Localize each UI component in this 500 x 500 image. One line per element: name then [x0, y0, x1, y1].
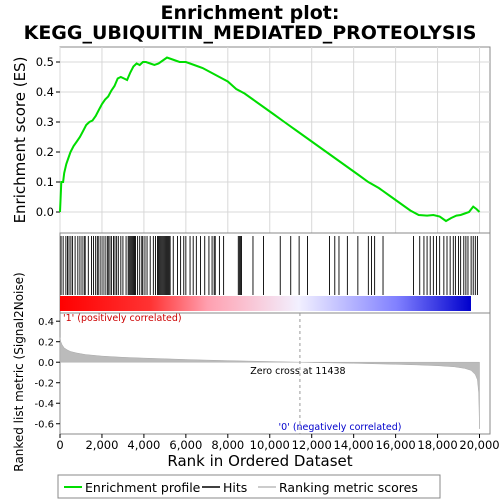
metric-panel-frame — [59, 312, 491, 435]
es-y-tick-label-5: 0.5 — [36, 55, 54, 69]
metric-y-tick-label-3: -0.2 — [34, 379, 54, 390]
chart-title-line-2: KEGG_UBIQUITIN_MEDIATED_PROTEOLYSIS — [24, 22, 477, 44]
x-tick-label-9: 18,000 — [417, 438, 457, 452]
x-tick-label-6: 12,000 — [292, 438, 332, 452]
legend-label-hits: Hits — [223, 480, 247, 495]
es-y-axis-label: Enrichment score (ES) — [11, 57, 29, 224]
x-axis: 0 2,000 4,000 6,000 8,000 10,000 12,000 14,000 1… — [56, 434, 500, 452]
x-tick-label-7: 14,000 — [334, 438, 374, 452]
legend-label-enrichment: Enrichment profile — [85, 480, 201, 495]
hits-panel — [59, 232, 491, 314]
es-y-tick-label-4: 0.4 — [36, 85, 54, 99]
ranking-metric-area — [59, 337, 480, 429]
metric-y-tick-label-0: 0.4 — [38, 317, 54, 328]
metric-y-tick-label-1: 0.2 — [38, 338, 54, 349]
legend-label-metric: Ranking metric scores — [279, 480, 418, 495]
metric-y-tick-label-4: -0.4 — [34, 399, 54, 410]
es-y-tick-label-3: 0.3 — [36, 115, 54, 129]
zero-cross-label: Zero cross at 11438 — [250, 366, 345, 377]
x-tick-label-3: 6,000 — [169, 438, 202, 452]
x-tick-label-4: 8,000 — [211, 438, 244, 452]
metric-y-axis-label: Ranked list metric (Signal2Noise) — [12, 272, 26, 471]
es-panel-frame — [59, 46, 491, 234]
x-tick-label-2: 4,000 — [127, 438, 160, 452]
x-tick-label-10: 20,000 — [459, 438, 499, 452]
metric-y-tick-label-2: 0.0 — [38, 358, 54, 369]
legend: Enrichment profile Hits Ranking metric s… — [57, 474, 441, 499]
es-y-tick-label-2: 0.2 — [36, 145, 54, 159]
enrichment-profile-line — [59, 56, 481, 223]
es-y-axis-ticks: 0.0 0.1 0.2 0.3 0.4 0.5 — [36, 55, 60, 219]
negative-correlation-label: '0' (negatively correlated) — [279, 422, 402, 433]
rank-heatmap-bar — [60, 296, 471, 311]
es-gridlines — [59, 47, 490, 233]
legend-frame — [57, 474, 441, 499]
ranked-metric-panel: 0.4 0.2 0.0 -0.2 -0.4 -0.6 Zero cross at 1143… — [12, 272, 491, 472]
es-y-tick-label-0: 0.0 — [36, 205, 54, 219]
x-tick-label-8: 16,000 — [375, 438, 415, 452]
chart-title-line-1: Enrichment plot: — [161, 2, 340, 24]
x-tick-label-0: 0 — [56, 438, 63, 452]
metric-y-tick-label-5: -0.6 — [34, 420, 54, 431]
metric-y-axis-ticks: 0.4 0.2 0.0 -0.2 -0.4 -0.6 — [34, 317, 60, 431]
x-tick-label-5: 10,000 — [250, 438, 290, 452]
positive-correlation-label: '1' (positively correlated) — [63, 313, 182, 324]
es-y-tick-label-1: 0.1 — [36, 175, 54, 189]
hit-marks — [60, 236, 478, 295]
x-axis-label: Rank in Ordered Dataset — [167, 452, 352, 470]
enrichment-score-panel: 0.0 0.1 0.2 0.3 0.4 0.5 Enrichment score (ES) — [11, 46, 491, 234]
x-tick-label-1: 2,000 — [85, 438, 118, 452]
